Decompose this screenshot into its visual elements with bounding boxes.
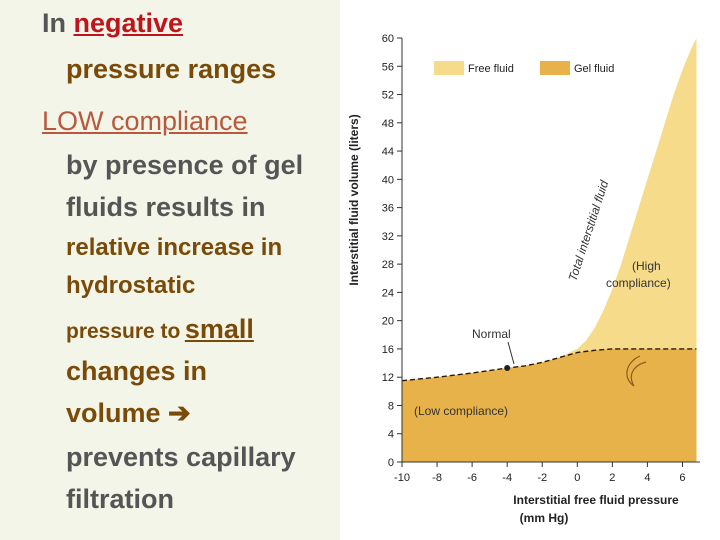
x-axis-unit: (mm Hg) <box>520 511 569 525</box>
legend-swatch-gel-fluid <box>540 61 570 75</box>
text-volume: volume <box>66 398 161 428</box>
x-tick-label: -10 <box>394 472 410 484</box>
x-tick-label: -6 <box>467 472 477 484</box>
y-tick-label: 12 <box>382 372 394 384</box>
x-axis-label: Interstitial free fluid pressure <box>513 493 679 507</box>
chart-areas <box>401 38 697 462</box>
chart-axes <box>401 38 700 463</box>
line-1: In negative <box>42 8 183 39</box>
y-tick-label: 24 <box>382 287 394 299</box>
x-tick-label: 2 <box>609 472 615 484</box>
normal-point-marker <box>504 365 511 372</box>
y-tick-label: 4 <box>388 429 394 441</box>
y-tick-label: 48 <box>382 118 394 130</box>
line-10: volume ➔ <box>66 398 191 429</box>
x-tick-label: -8 <box>432 472 442 484</box>
y-tick-label: 32 <box>382 231 394 243</box>
line-5: fluids results in <box>66 192 266 222</box>
line-8: pressure to small <box>66 314 254 345</box>
x-tick-label: 4 <box>644 472 650 484</box>
line-9: changes in <box>66 356 208 386</box>
y-axis-label: Interstitial fluid volume (liters) <box>347 114 361 285</box>
annotation-normal-pointer <box>507 341 515 365</box>
arrow-right-icon: ➔ <box>168 398 191 428</box>
legend-label-free-fluid: Free fluid <box>468 63 514 75</box>
y-tick-label: 52 <box>382 90 394 102</box>
x-tick-label: -4 <box>502 472 512 484</box>
text-panel: In negative pressure ranges LOW complian… <box>0 0 340 540</box>
annotation-normal: Normal <box>472 327 511 341</box>
x-tick-label: 6 <box>679 472 685 484</box>
line-12: filtration <box>66 484 174 514</box>
line-4: by presence of gel <box>66 150 304 180</box>
legend-swatch-free-fluid <box>434 61 464 75</box>
y-tick-label: 40 <box>382 174 394 186</box>
y-tick-label: 0 <box>388 457 394 469</box>
line-7: hydrostatic <box>66 272 196 299</box>
x-tick-label: -2 <box>537 472 547 484</box>
text-pressure-to: pressure to <box>66 320 181 343</box>
legend-label-gel-fluid: Gel fluid <box>574 63 614 75</box>
y-tick-label: 56 <box>382 61 394 73</box>
annotation-high-compliance-2: compliance) <box>606 276 671 290</box>
y-tick-label: 8 <box>388 400 394 412</box>
annotation-high-compliance-1: (High <box>632 259 661 273</box>
y-tick-label: 20 <box>382 316 394 328</box>
gel-fluid-line <box>401 348 697 382</box>
y-tick-label: 44 <box>382 146 394 158</box>
x-tick-label: 0 <box>574 472 580 484</box>
chart-legend: Free fluid Gel fluid <box>424 50 634 86</box>
text-negative: negative <box>73 8 184 38</box>
y-tick-label: 36 <box>382 203 394 215</box>
text-in: In <box>42 8 66 38</box>
line-3: LOW compliance <box>42 106 248 136</box>
annotation-total-fluid: Total interstitial fluid <box>566 178 612 282</box>
text-small: small <box>184 314 254 344</box>
gel-fluid-area <box>402 348 697 462</box>
line-11: prevents capillary <box>66 442 296 472</box>
gel-squiggle-mark <box>626 355 647 387</box>
line-2: pressure ranges <box>66 54 277 84</box>
annotation-low-compliance: (Low compliance) <box>414 404 508 418</box>
y-tick-label: 16 <box>382 344 394 356</box>
line-6: relative increase in <box>66 234 283 261</box>
y-tick-label: 28 <box>382 259 394 271</box>
y-tick-label: 60 <box>382 33 394 45</box>
